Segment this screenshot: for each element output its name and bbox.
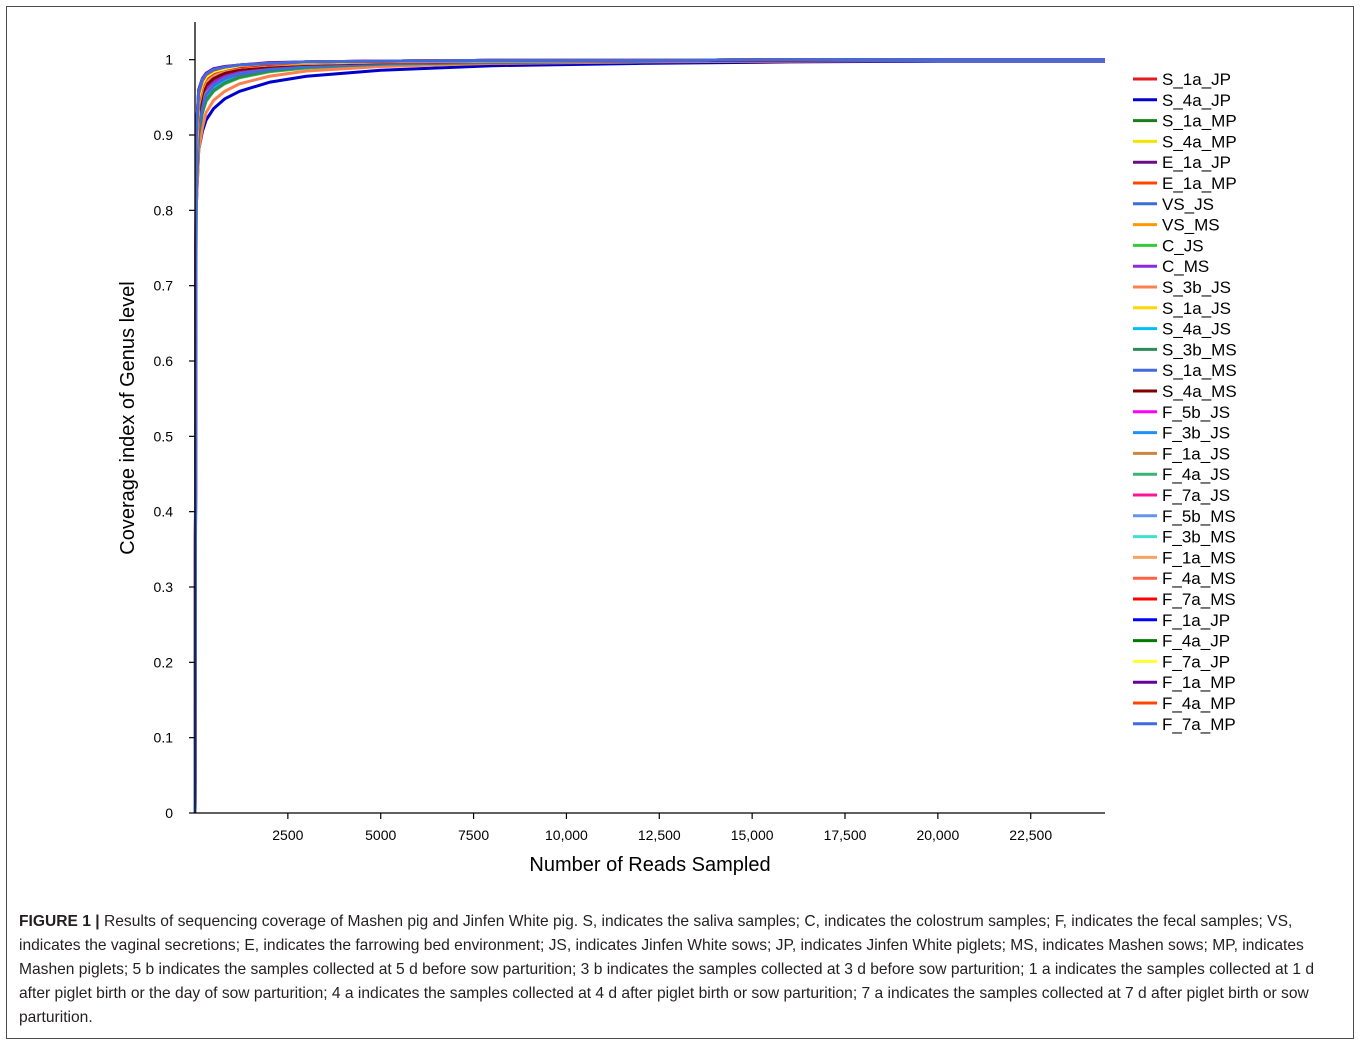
legend-label: F_4a_MP bbox=[1162, 694, 1236, 713]
y-axis-label: Coverage index of Genus level bbox=[117, 281, 139, 555]
legend-label: F_7a_MS bbox=[1162, 590, 1236, 609]
legend-label: F_7a_JS bbox=[1162, 486, 1230, 505]
x-tick-label: 20,000 bbox=[916, 827, 959, 843]
series-line-F_4a_JS bbox=[193, 58, 1105, 814]
series-line-F_3b_JS bbox=[193, 58, 1105, 814]
legend-label: S_3b_JS bbox=[1162, 278, 1231, 297]
y-tick-label: 0.2 bbox=[154, 654, 174, 670]
x-tick-label: 7500 bbox=[458, 827, 489, 843]
legend-label: F_3b_MS bbox=[1162, 528, 1236, 547]
legend-label: F_4a_JP bbox=[1162, 632, 1230, 651]
y-tick-label: 0 bbox=[165, 805, 173, 821]
figure-caption-text: Results of sequencing coverage of Mashen… bbox=[19, 913, 1315, 1026]
series-line-C_MS bbox=[193, 58, 1105, 814]
legend-label: S_3b_MS bbox=[1162, 340, 1237, 359]
x-tick-label: 2500 bbox=[272, 827, 303, 843]
figure-caption: FIGURE 1 | Results of sequencing coverag… bbox=[19, 910, 1341, 1030]
legend-label: S_1a_MP bbox=[1162, 112, 1237, 131]
x-tick-label: 12,500 bbox=[638, 827, 681, 843]
y-tick-label: 0.6 bbox=[154, 353, 174, 369]
series-line-S_4a_JP bbox=[193, 59, 1105, 814]
legend-label: E_1a_MP bbox=[1162, 174, 1237, 193]
series-line-VS_MS bbox=[193, 58, 1105, 814]
y-tick-label: 0.4 bbox=[154, 504, 174, 520]
series-line-F_1a_JP bbox=[193, 58, 1105, 814]
figure-label: FIGURE 1 | bbox=[19, 913, 100, 930]
legend-label: C_MS bbox=[1162, 257, 1209, 276]
series-line-F_7a_JP bbox=[193, 58, 1105, 814]
legend-label: VS_JS bbox=[1162, 195, 1214, 214]
series-line-F_1a_MS bbox=[193, 58, 1105, 814]
legend-label: F_5b_JS bbox=[1162, 403, 1230, 422]
x-axis-label: Number of Reads Sampled bbox=[529, 854, 770, 876]
legend-label: S_4a_JS bbox=[1162, 320, 1231, 339]
series-line-S_1a_JS bbox=[193, 58, 1105, 814]
legend-label: F_7a_JP bbox=[1162, 652, 1230, 671]
series-line-S_1a_JP bbox=[193, 58, 1105, 814]
legend-label: F_1a_JP bbox=[1162, 611, 1230, 630]
series-line-F_4a_MS bbox=[193, 58, 1105, 814]
y-tick-label: 1 bbox=[165, 52, 173, 68]
series-line-F_1a_MP bbox=[193, 58, 1105, 814]
series-line-S_4a_MS bbox=[193, 58, 1105, 814]
series-line-C_JS bbox=[193, 58, 1105, 814]
series-line-E_1a_MP bbox=[193, 58, 1105, 814]
legend-label: S_4a_MP bbox=[1162, 132, 1237, 151]
series-line-F_5b_JS bbox=[193, 58, 1105, 814]
series-line-F_7a_MS bbox=[193, 58, 1105, 814]
legend-label: S_1a_MS bbox=[1162, 361, 1237, 380]
legend-label: F_3b_JS bbox=[1162, 424, 1230, 443]
ticks-layer: 0 0.1 0.2 0.3 0.4 0.5 0.6 0.7 0.8 0.9 1 2500 5000 750… bbox=[154, 52, 1053, 843]
x-tick-label: 5000 bbox=[365, 827, 396, 843]
series-line-S_1a_MS bbox=[193, 58, 1105, 814]
coverage-chart: 0 0.1 0.2 0.3 0.4 0.5 0.6 0.7 0.8 0.9 1 2500 5000 750… bbox=[117, 22, 1237, 876]
legend-label: F_5b_MS bbox=[1162, 507, 1236, 526]
series-line-F_4a_JP bbox=[193, 58, 1105, 814]
x-tick-label: 15,000 bbox=[731, 827, 774, 843]
legend-label: F_1a_MP bbox=[1162, 673, 1236, 692]
legend-label: E_1a_JP bbox=[1162, 153, 1231, 172]
legend-label: VS_MS bbox=[1162, 216, 1220, 235]
series-line-S_1a_MP bbox=[193, 58, 1105, 814]
x-tick-label: 10,000 bbox=[545, 827, 588, 843]
axes-layer bbox=[194, 22, 1105, 814]
series-line-F_1a_JS bbox=[193, 58, 1105, 814]
y-tick-label: 0.3 bbox=[154, 579, 174, 595]
legend-label: S_1a_JS bbox=[1162, 299, 1231, 318]
series-line-S_3b_JS bbox=[193, 58, 1105, 814]
legend-label: C_JS bbox=[1162, 236, 1204, 255]
series-line-F_7a_JS bbox=[193, 58, 1105, 814]
legend-label: F_1a_JS bbox=[1162, 444, 1230, 463]
series-layer bbox=[193, 58, 1105, 814]
y-tick-label: 0.5 bbox=[154, 428, 174, 444]
legend-label: F_4a_JS bbox=[1162, 465, 1230, 484]
series-line-F_5b_MS bbox=[193, 58, 1105, 814]
series-line-E_1a_JP bbox=[193, 58, 1105, 814]
x-tick-label: 22,500 bbox=[1009, 827, 1052, 843]
legend-label: F_1a_MS bbox=[1162, 548, 1236, 567]
figure-frame bbox=[6, 6, 1354, 1039]
series-line-S_4a_JS bbox=[193, 58, 1105, 814]
legend-label: F_7a_MP bbox=[1162, 715, 1236, 734]
series-line-VS_JS bbox=[193, 58, 1105, 814]
series-line-S_3b_MS bbox=[193, 58, 1105, 814]
y-tick-label: 0.1 bbox=[154, 730, 174, 746]
legend-label: S_4a_MS bbox=[1162, 382, 1237, 401]
y-tick-label: 0.7 bbox=[154, 278, 174, 294]
series-line-F_3b_MS bbox=[193, 58, 1105, 814]
legend-label: F_4a_MS bbox=[1162, 569, 1236, 588]
y-tick-label: 0.8 bbox=[154, 202, 174, 218]
legend-label: S_4a_JP bbox=[1162, 91, 1231, 110]
y-tick-label: 0.9 bbox=[154, 127, 174, 143]
series-line-F_7a_MP bbox=[193, 58, 1105, 814]
x-tick-label: 17,500 bbox=[824, 827, 867, 843]
legend-label: S_1a_JP bbox=[1162, 70, 1231, 89]
series-line-F_4a_MP bbox=[193, 58, 1105, 814]
series-line-S_4a_MP bbox=[193, 58, 1105, 814]
legend: S_1a_JP S_4a_JP S_1a_MPS_4a_MP E_1a_JP E_1a_… bbox=[1133, 70, 1237, 734]
